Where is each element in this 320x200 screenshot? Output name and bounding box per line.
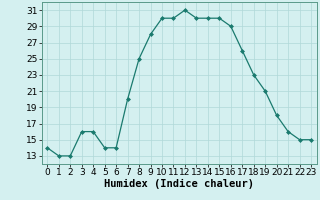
X-axis label: Humidex (Indice chaleur): Humidex (Indice chaleur): [104, 179, 254, 189]
